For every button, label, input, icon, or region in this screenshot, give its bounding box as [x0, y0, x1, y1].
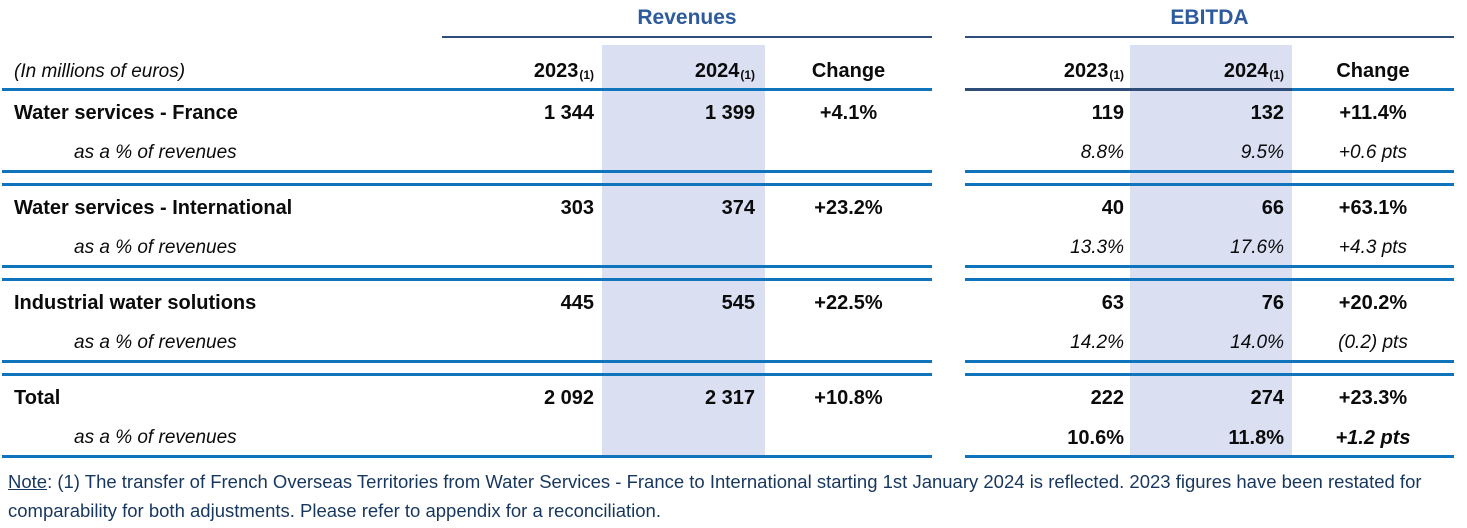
highlight-column-2024-ebitda [1130, 45, 1292, 458]
ebitda-2024-value: 66 [1261, 197, 1284, 219]
year-2024-label: 2024 [1223, 60, 1269, 82]
year-2023-label: 2023 [533, 60, 579, 82]
ebitda-change-pct: (0.2) pts [1338, 332, 1408, 353]
footnote-ref: (1) [740, 68, 755, 82]
ebitda-2023-value: 222 [1090, 387, 1124, 409]
revenues-2023-value: 2 092 [543, 387, 594, 409]
revenues-2024-value: 2 317 [704, 387, 755, 409]
revenues-2023-value: 1 344 [543, 102, 594, 124]
table-gap [932, 91, 965, 173]
ebitda-2023-header: 2023 (1) [965, 38, 1130, 91]
ebitda-2024-pct: 11.8% [1228, 426, 1284, 449]
revenues-change-value: +4.1% [819, 102, 878, 124]
ebitda-change-pct: +1.2 pts [1335, 426, 1411, 449]
revenues-change-header: Change [811, 60, 886, 82]
group-header-spacer [2, 0, 442, 38]
footnote-ref: (1) [579, 68, 594, 82]
revenues-2024-value: 545 [721, 292, 755, 314]
ebitda-2023-pct: 13.3% [1070, 237, 1124, 258]
revenues-2024-value: 374 [721, 197, 755, 219]
footnote-label: Note [8, 471, 48, 492]
ebitda-group-header: EBITDA [965, 0, 1454, 38]
pct-row-label: as a % of revenues [74, 427, 237, 448]
section-spacer [2, 363, 1454, 373]
section-water-france: Water services - France 1 344 1 399 +4.1… [2, 91, 1454, 173]
year-2023-label: 2023 [1063, 60, 1109, 82]
ebitda-2023-pct: 10.6% [1067, 426, 1124, 449]
section-spacer [2, 268, 1454, 278]
section-total: Total 2 092 2 317 +10.8% as a % of reven… [2, 373, 1454, 458]
revenues-2024-header: 2024 (1) [602, 38, 765, 88]
table-gap [932, 38, 965, 91]
ebitda-2024-value: 76 [1261, 292, 1284, 314]
pct-row-label: as a % of revenues [74, 237, 237, 258]
highlight-column-2024-revenues [602, 45, 765, 458]
ebitda-change-pct: +4.3 pts [1338, 237, 1408, 258]
row-label: Industrial water solutions [14, 292, 257, 314]
ebitda-2024-value: 132 [1250, 102, 1284, 124]
section-industrial-water: Industrial water solutions 445 545 +22.5… [2, 278, 1454, 363]
footnote-text: : (1) The transfer of French Overseas Te… [8, 471, 1422, 521]
revenues-2023-value: 445 [560, 292, 594, 314]
year-2024-label: 2024 [694, 60, 740, 82]
ebitda-2024-header: 2024 (1) [1130, 38, 1292, 91]
row-label: Water services - France [14, 102, 238, 124]
table-gap [932, 373, 965, 458]
pct-row-label: as a % of revenues [74, 332, 237, 353]
revenues-change-value: +22.5% [814, 292, 883, 314]
section-water-international: Water services - International 303 374 +… [2, 183, 1454, 268]
ebitda-change-value: +23.3% [1338, 387, 1408, 409]
ebitda-2024-pct: 17.6% [1230, 237, 1284, 258]
section-spacer [2, 173, 1454, 183]
revenues-group-header: Revenues [442, 0, 932, 38]
table-gap [932, 278, 965, 363]
ebitda-2024-pct: 9.5% [1240, 142, 1284, 163]
ebitda-2023-value: 40 [1101, 197, 1124, 219]
units-caption: (In millions of euros) [14, 61, 186, 82]
column-header-row: (In millions of euros) 2023 (1) 2024 (1) C… [2, 38, 1454, 91]
ebitda-2024-value: 274 [1250, 387, 1284, 409]
ebitda-2023-value: 119 [1091, 102, 1124, 124]
pct-row-label: as a % of revenues [74, 142, 237, 163]
group-header-row: Revenues EBITDA [2, 0, 1454, 38]
revenues-2023-header: 2023 (1) [442, 38, 602, 88]
ebitda-change-value: +63.1% [1338, 197, 1408, 219]
revenues-change-value: +23.2% [814, 197, 883, 219]
ebitda-change-value: +20.2% [1338, 292, 1408, 314]
ebitda-2023-pct: 8.8% [1080, 142, 1124, 163]
revenues-2024-value: 1 399 [704, 102, 755, 124]
ebitda-change-pct: +0.6 pts [1338, 142, 1408, 163]
footnote-ref: (1) [1269, 68, 1284, 82]
footnote: Note: (1) The transfer of French Oversea… [2, 467, 1456, 525]
ebitda-change-value: +11.4% [1339, 102, 1407, 124]
revenues-2023-value: 303 [560, 197, 594, 219]
ebitda-2023-pct: 14.2% [1070, 332, 1124, 353]
revenues-change-value: +10.8% [814, 387, 883, 409]
row-label: Total [14, 387, 61, 409]
ebitda-change-header: Change [1292, 38, 1454, 91]
table-gap [932, 183, 965, 268]
ebitda-2023-value: 63 [1101, 292, 1124, 314]
row-label: Water services - International [14, 197, 293, 219]
footnote-ref: (1) [1109, 68, 1124, 82]
ebitda-2024-pct: 14.0% [1230, 332, 1284, 353]
table-gap [932, 0, 965, 38]
